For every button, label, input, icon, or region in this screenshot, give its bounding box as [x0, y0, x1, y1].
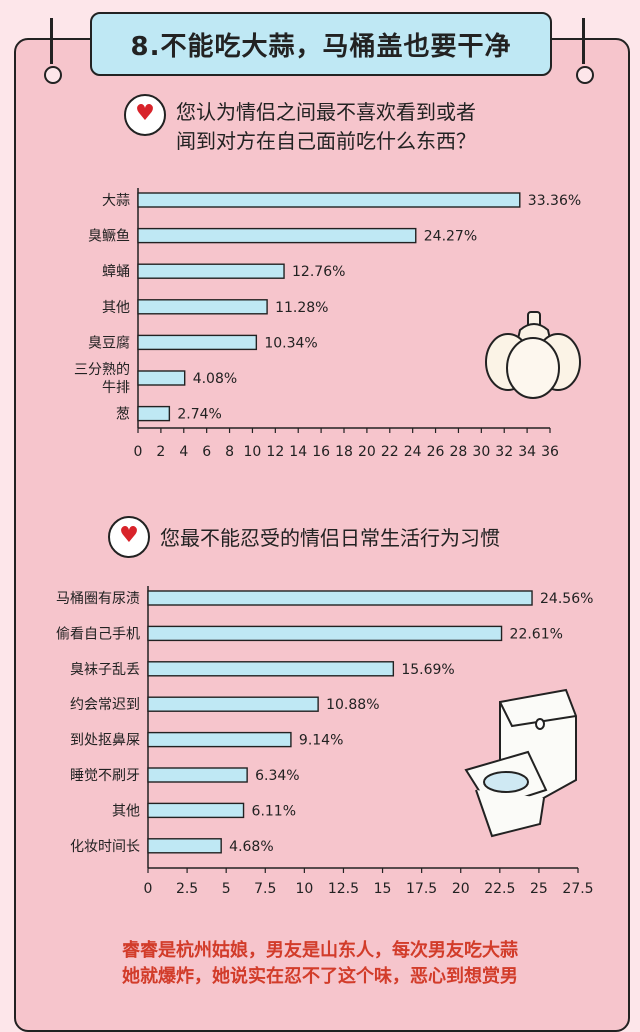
x-tick-label: 15: [374, 881, 392, 897]
bar: [137, 227, 417, 244]
bar: [137, 299, 268, 315]
x-tick-label: 5: [222, 881, 231, 897]
footer-line-1: 睿睿是杭州姑娘，男友是山东人，每次男友吃大蒜: [122, 940, 518, 961]
bar-value-label: 10.88%: [326, 697, 379, 713]
bar-value-label: 11.28%: [275, 300, 328, 316]
category-label: 臭袜子乱丢: [70, 662, 140, 678]
x-tick-label: 27.5: [562, 881, 593, 897]
x-tick-label: 36: [541, 444, 559, 460]
pin-right-icon: [576, 66, 594, 84]
bar-value-label: 10.34%: [264, 335, 317, 351]
x-tick-label: 32: [495, 444, 513, 460]
x-tick-label: 16: [312, 444, 330, 460]
x-tick-label: 17.5: [406, 881, 437, 897]
bar: [137, 334, 258, 351]
x-tick-label: 4: [179, 444, 188, 460]
bar: [137, 405, 171, 422]
heart-bubble-icon: ♥: [108, 516, 150, 558]
hanger-right: [582, 18, 585, 64]
category-label: 其他: [112, 803, 140, 819]
heart-bubble-icon: ♥: [124, 94, 166, 136]
x-tick-label: 20: [452, 881, 470, 897]
category-label: 臭豆腐: [88, 334, 130, 351]
category-label: 大蒜: [102, 193, 130, 209]
category-label: 臭鳜鱼: [88, 228, 130, 245]
bar-value-label: 6.11%: [252, 803, 296, 819]
pin-left-icon: [44, 66, 62, 84]
x-tick-label: 26: [427, 444, 445, 460]
section-title: 8.不能吃大蒜，马桶盖也要干净: [90, 12, 552, 76]
category-label: 到处抠鼻屎: [70, 732, 140, 749]
chart1-bar-chart: 0 2 4 6 8 10 12 14 16 18 20 22 24 26 28 30 32 34 3633.36%大…: [74, 188, 581, 460]
category-label: 偷看自己手机: [56, 626, 140, 642]
bar: [147, 802, 245, 819]
bar-value-label: 9.14%: [299, 733, 343, 749]
bar-value-label: 24.27%: [424, 229, 477, 245]
bar: [137, 192, 521, 208]
bar-value-label: 12.76%: [292, 264, 345, 280]
x-tick-label: 12: [266, 444, 284, 460]
x-tick-label: 0: [134, 444, 143, 460]
bar-value-label: 22.61%: [510, 626, 563, 642]
bar-value-label: 6.34%: [255, 768, 299, 784]
bar: [147, 731, 292, 748]
bar: [147, 767, 248, 783]
x-tick-label: 22.5: [484, 881, 515, 897]
chart1-question: 您认为情侣之间最不喜欢看到或者 闻到对方在自己面前吃什么东西？: [176, 98, 476, 156]
bar: [147, 838, 222, 854]
category-label: 葱: [116, 407, 130, 423]
bar-value-label: 24.56%: [540, 591, 593, 607]
bar: [147, 590, 533, 606]
chart1-question-line-1: 您认为情侣之间最不喜欢看到或者: [176, 100, 476, 124]
x-tick-label: 6: [202, 444, 211, 460]
x-tick-label: 2.5: [176, 881, 198, 897]
x-tick-label: 28: [450, 444, 468, 460]
category-label: 蟑蛹: [102, 264, 130, 280]
chart2-bar-chart: 0 2.5 5 7.5 10 12.5 15 17.5 20 22.5 25 27.5 24.56% 马桶…: [56, 586, 594, 897]
x-tick-label: 14: [289, 444, 307, 460]
x-tick-label: 12.5: [328, 881, 359, 897]
category-label: 化妆时间长: [70, 839, 140, 855]
x-tick-label: 24: [404, 444, 422, 460]
x-tick-label: 10: [295, 881, 313, 897]
x-tick-label: 2: [156, 444, 165, 460]
bar: [147, 661, 395, 677]
x-tick-label: 20: [358, 444, 376, 460]
x-tick-label: 7.5: [254, 881, 276, 897]
category-label: 其他: [102, 300, 130, 316]
x-tick-label: 22: [381, 444, 399, 460]
footer-line-2: 她就爆炸，她说实在忍不了这个味，恶心到想赏男: [122, 966, 518, 987]
x-tick-label: 0: [144, 881, 153, 897]
x-tick-label: 34: [518, 444, 536, 460]
x-tick-label: 30: [472, 444, 490, 460]
category-label: 马桶圈有尿渍: [56, 591, 140, 607]
bar: [137, 263, 285, 279]
bar-value-label: 4.08%: [193, 371, 237, 387]
footer-text: 睿睿是杭州姑娘，男友是山东人，每次男友吃大蒜 她就爆炸，她说实在忍不了这个味，恶…: [40, 938, 600, 990]
bar-value-label: 33.36%: [528, 193, 581, 209]
chart2-question: 您最不能忍受的情侣日常生活行为习惯: [160, 524, 500, 553]
category-label: 睡觉不刷牙: [70, 768, 140, 784]
x-tick-label: 8: [225, 444, 234, 460]
x-tick-label: 10: [244, 444, 262, 460]
category-label: 牛排: [102, 380, 130, 396]
category-label: 约会常迟到: [70, 697, 140, 713]
chart2-question-line-1: 您最不能忍受的情侣日常生活行为习惯: [160, 526, 500, 550]
category-label: 三分熟的: [74, 362, 130, 378]
bar-value-label: 2.74%: [177, 407, 221, 423]
x-tick-label: 18: [335, 444, 353, 460]
bar: [147, 696, 319, 712]
bar: [137, 370, 186, 386]
bar-value-label: 4.68%: [229, 839, 273, 855]
hanger-left: [50, 18, 53, 64]
chart1-question-line-2: 闻到对方在自己面前吃什么东西？: [176, 129, 476, 153]
bar: [147, 625, 503, 642]
x-tick-label: 25: [530, 881, 548, 897]
bar-value-label: 15.69%: [401, 662, 454, 678]
